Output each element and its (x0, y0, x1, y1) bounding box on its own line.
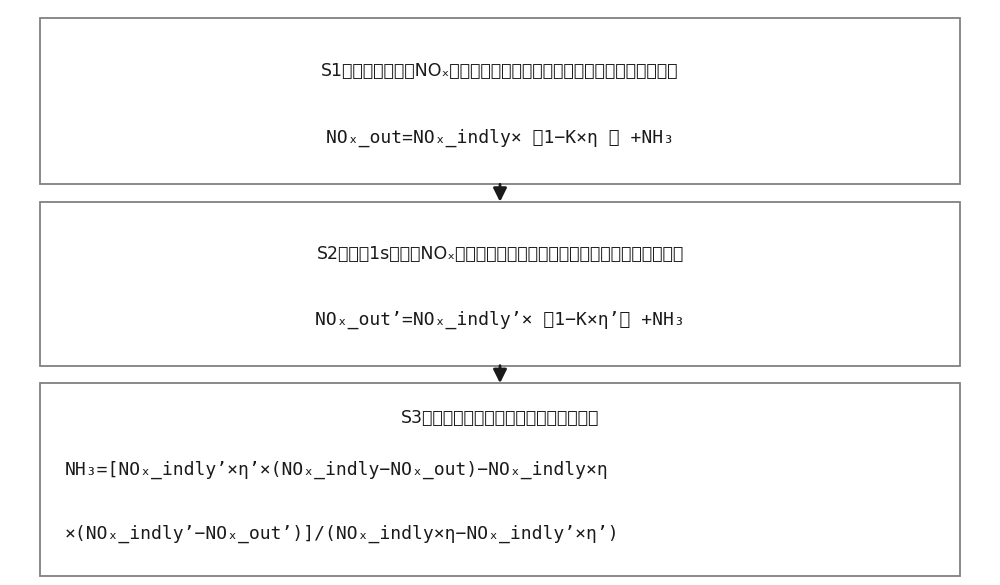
Text: ×(NOₓ_indly’−NOₓ_out’)]/(NOₓ_indly×η−NOₓ_indly’×η’): ×(NOₓ_indly’−NOₓ_out’)]/(NOₓ_indly×η−NOₓ… (65, 525, 620, 543)
Text: NH₃=[NOₓ_indly’×η’×(NOₓ_indly−NOₓ_out)−NOₓ_indly×η: NH₃=[NOₓ_indly’×η’×(NOₓ_indly−NOₓ_out)−N… (65, 461, 609, 479)
FancyBboxPatch shape (40, 202, 960, 366)
Text: S1、获取当前下游NOₓ传感器测量値与氨泤漏量的关系式，关系式如下：: S1、获取当前下游NOₓ传感器测量値与氨泤漏量的关系式，关系式如下： (321, 62, 679, 80)
Text: NOₓ_out=NOₓ_indly× （1−K×η ） +NH₃: NOₓ_out=NOₓ_indly× （1−K×η ） +NH₃ (326, 129, 674, 147)
Text: S2、获取1s前下游NOₓ传感器测量値与氨泤漏量的关系式，关系式如下：: S2、获取1s前下游NOₓ传感器测量値与氨泤漏量的关系式，关系式如下： (316, 245, 684, 263)
FancyBboxPatch shape (40, 18, 960, 184)
FancyBboxPatch shape (40, 383, 960, 576)
Text: NOₓ_out’=NOₓ_indly’× （1−K×η’） +NH₃: NOₓ_out’=NOₓ_indly’× （1−K×η’） +NH₃ (315, 311, 685, 329)
Text: S3、计算当前氨泤漏量，计算公式如下：: S3、计算当前氨泤漏量，计算公式如下： (401, 409, 599, 427)
